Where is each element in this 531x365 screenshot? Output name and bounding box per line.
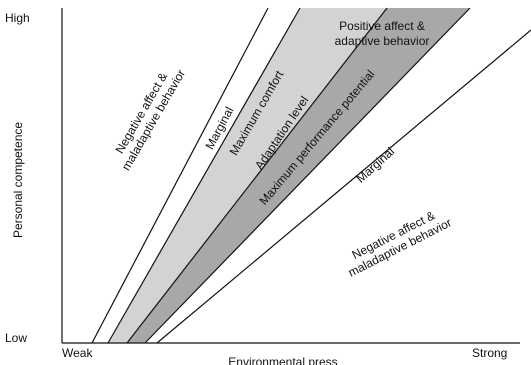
boundary-line: [156, 29, 531, 344]
adaptation-line: [126, 7, 388, 344]
boundary-line: [144, 7, 471, 344]
performance-zone: [127, 8, 470, 343]
boundary-line: [91, 7, 269, 344]
x-label: Environmental press: [228, 355, 337, 365]
upper-negative-label: Negative affect & maladaptive behavior: [112, 67, 188, 173]
positive-label: adaptive behavior: [335, 34, 430, 48]
x-strong: Strong: [472, 346, 507, 360]
lower-marginal-label: Marginal: [354, 144, 398, 185]
x-weak: Weak: [62, 346, 93, 360]
y-high: High: [5, 11, 30, 25]
comfort-zone: [108, 8, 387, 343]
positive-label: Positive affect &: [339, 19, 425, 33]
y-low: Low: [5, 331, 27, 345]
boundary-line: [107, 7, 301, 344]
y-label: Personal competence: [11, 122, 25, 238]
lower-negative-label: Negative affect & maladaptive behavior: [346, 208, 454, 280]
